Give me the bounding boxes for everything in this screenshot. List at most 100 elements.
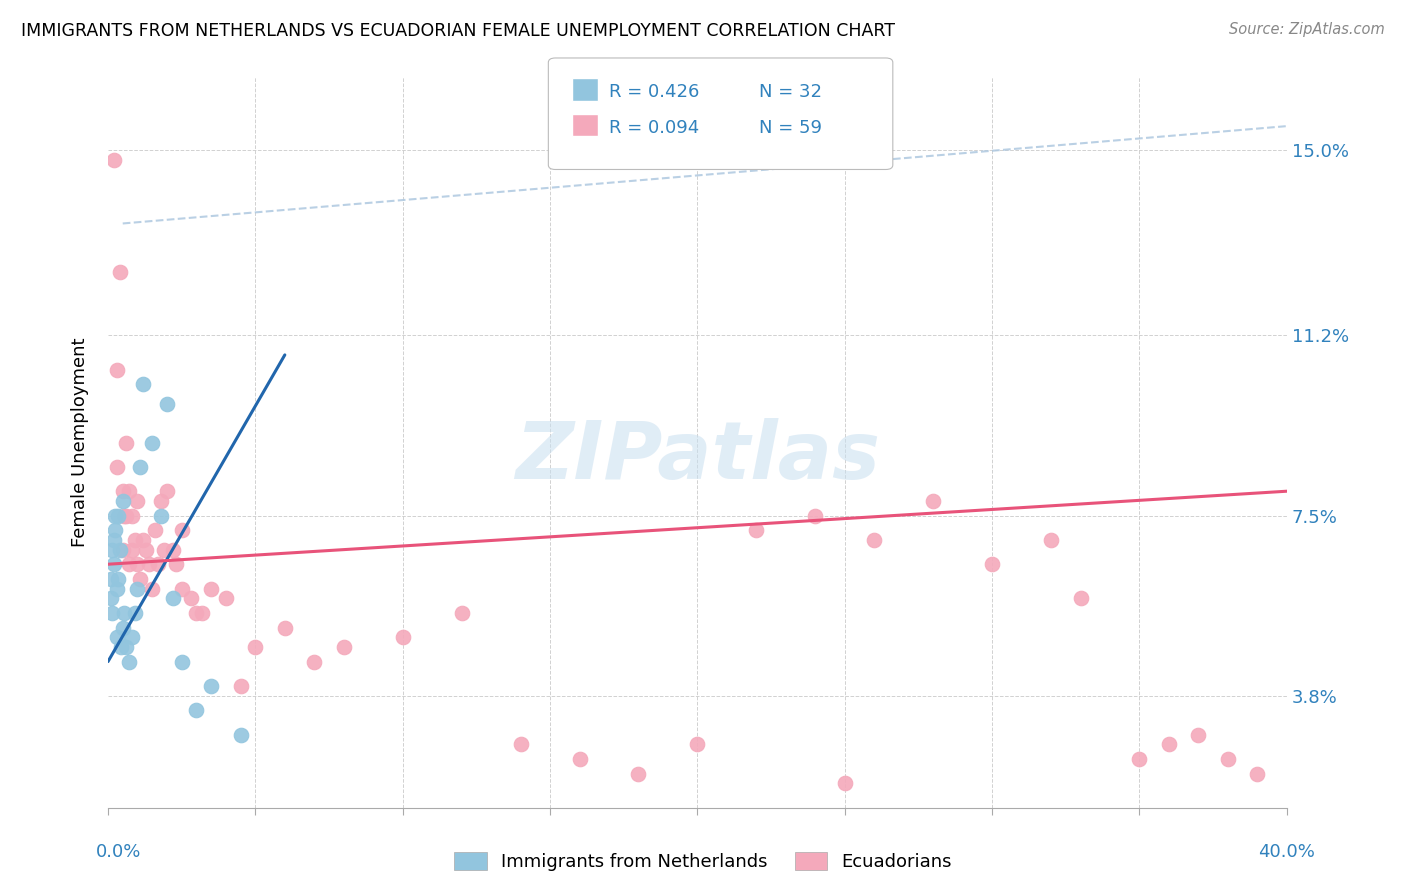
- Point: [229, 679, 252, 693]
- Point: [509, 737, 531, 751]
- Point: [153, 542, 176, 557]
- Point: [304, 655, 326, 669]
- Point: [107, 572, 129, 586]
- Point: [104, 523, 127, 537]
- Point: [1128, 752, 1150, 766]
- Point: [129, 572, 152, 586]
- Point: [104, 508, 127, 523]
- Point: [179, 591, 201, 606]
- Point: [121, 630, 143, 644]
- Point: [105, 459, 128, 474]
- Point: [170, 582, 193, 596]
- Point: [101, 606, 124, 620]
- Point: [156, 484, 179, 499]
- Point: [141, 435, 163, 450]
- Point: [274, 620, 297, 634]
- Point: [141, 582, 163, 596]
- Point: [111, 484, 134, 499]
- Point: [229, 728, 252, 742]
- Point: [146, 558, 169, 572]
- Text: R = 0.094: R = 0.094: [609, 119, 699, 136]
- Point: [132, 377, 155, 392]
- Point: [200, 582, 222, 596]
- Point: [105, 582, 128, 596]
- Text: Source: ZipAtlas.com: Source: ZipAtlas.com: [1229, 22, 1385, 37]
- Point: [186, 606, 208, 620]
- Text: N = 59: N = 59: [759, 119, 823, 136]
- Point: [568, 752, 591, 766]
- Point: [922, 494, 945, 508]
- Point: [103, 558, 125, 572]
- Point: [127, 582, 149, 596]
- Point: [332, 640, 354, 654]
- Point: [200, 679, 222, 693]
- Point: [114, 435, 136, 450]
- Point: [1070, 591, 1092, 606]
- Point: [108, 265, 131, 279]
- Point: [138, 558, 160, 572]
- Point: [391, 630, 413, 644]
- Point: [745, 523, 768, 537]
- Legend: Immigrants from Netherlands, Ecuadorians: Immigrants from Netherlands, Ecuadorians: [447, 845, 959, 879]
- Text: IMMIGRANTS FROM NETHERLANDS VS ECUADORIAN FEMALE UNEMPLOYMENT CORRELATION CHART: IMMIGRANTS FROM NETHERLANDS VS ECUADORIA…: [21, 22, 896, 40]
- Point: [129, 459, 152, 474]
- Point: [162, 542, 184, 557]
- Point: [834, 776, 856, 790]
- Point: [1187, 728, 1209, 742]
- Point: [101, 542, 124, 557]
- Point: [124, 533, 146, 547]
- Point: [111, 620, 134, 634]
- Point: [103, 533, 125, 547]
- Point: [127, 494, 149, 508]
- Point: [150, 508, 173, 523]
- Point: [117, 655, 139, 669]
- Point: [215, 591, 238, 606]
- Text: 0.0%: 0.0%: [96, 843, 141, 861]
- Point: [117, 558, 139, 572]
- Y-axis label: Female Unemployment: Female Unemployment: [72, 338, 89, 548]
- Point: [105, 362, 128, 376]
- Point: [111, 494, 134, 508]
- Point: [108, 542, 131, 557]
- Point: [981, 558, 1004, 572]
- Point: [686, 737, 709, 751]
- Point: [132, 533, 155, 547]
- Point: [156, 396, 179, 410]
- Text: R = 0.426: R = 0.426: [609, 83, 699, 101]
- Text: 40.0%: 40.0%: [1258, 843, 1315, 861]
- Point: [100, 591, 122, 606]
- Point: [186, 703, 208, 717]
- Point: [112, 508, 135, 523]
- Point: [112, 606, 135, 620]
- Point: [114, 508, 136, 523]
- Point: [143, 523, 166, 537]
- Point: [1157, 737, 1180, 751]
- Point: [105, 630, 128, 644]
- Point: [107, 508, 129, 523]
- Point: [100, 572, 122, 586]
- Point: [110, 640, 132, 654]
- Point: [114, 640, 136, 654]
- Point: [127, 558, 149, 572]
- Point: [150, 494, 173, 508]
- Point: [103, 153, 125, 168]
- Point: [170, 523, 193, 537]
- Point: [191, 606, 214, 620]
- Point: [124, 606, 146, 620]
- Point: [1216, 752, 1239, 766]
- Point: [162, 591, 184, 606]
- Text: N = 32: N = 32: [759, 83, 823, 101]
- Point: [117, 484, 139, 499]
- Point: [111, 542, 134, 557]
- Point: [170, 655, 193, 669]
- Point: [135, 542, 157, 557]
- Point: [627, 766, 650, 780]
- Point: [804, 508, 827, 523]
- Point: [121, 542, 143, 557]
- Point: [165, 558, 187, 572]
- Point: [1246, 766, 1268, 780]
- Point: [1040, 533, 1063, 547]
- Point: [121, 508, 143, 523]
- Point: [450, 606, 472, 620]
- Point: [245, 640, 267, 654]
